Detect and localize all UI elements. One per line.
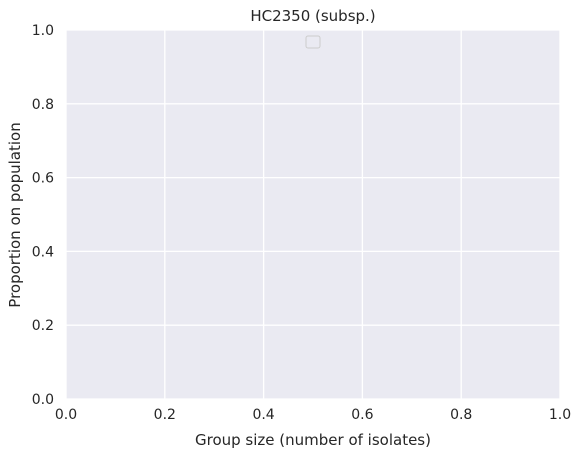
x-tick-label: 0.6 [351, 407, 373, 423]
x-tick-label: 0.2 [154, 407, 176, 423]
y-tick-label: 0.0 [32, 392, 54, 408]
chart-title: HC2350 (subsp.) [250, 7, 375, 25]
y-tick-label: 0.2 [32, 318, 54, 334]
grid-lines [65, 29, 561, 400]
legend-box [305, 35, 321, 49]
plot-area [66, 30, 560, 399]
x-axis-label: Group size (number of isolates) [195, 431, 431, 449]
x-tick-labels: 0.0 0.2 0.4 0.6 0.8 1.0 [55, 407, 571, 423]
x-tick-label: 0.8 [450, 407, 472, 423]
y-tick-label: 0.8 [32, 97, 54, 113]
y-tick-label: 1.0 [32, 23, 54, 39]
legend [305, 35, 321, 49]
y-tick-label: 0.4 [32, 244, 54, 260]
x-tick-label: 1.0 [549, 407, 571, 423]
y-tick-label: 0.6 [32, 171, 54, 187]
x-tick-label: 0.0 [55, 407, 77, 423]
y-axis-label: Proportion on population [6, 122, 24, 307]
x-tick-label: 0.4 [252, 407, 274, 423]
y-tick-labels: 0.0 0.2 0.4 0.6 0.8 1.0 [32, 23, 54, 408]
